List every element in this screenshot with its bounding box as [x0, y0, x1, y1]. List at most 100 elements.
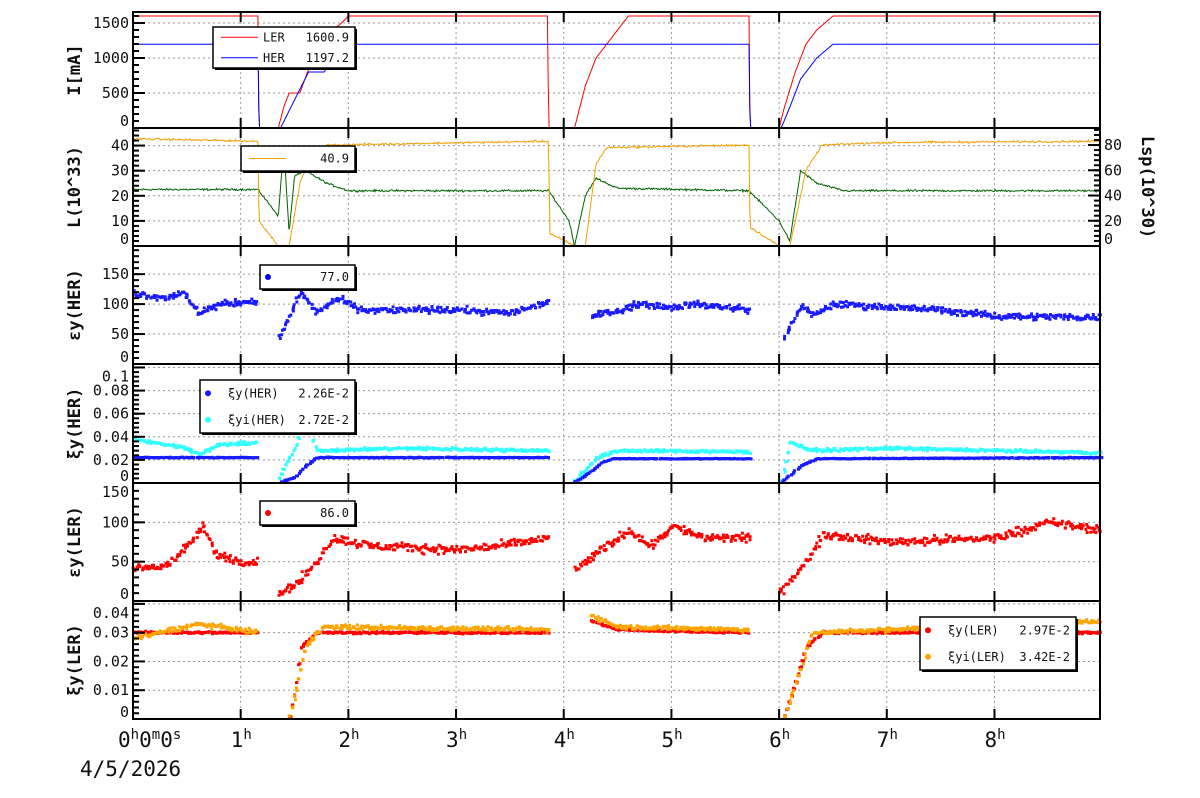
- data-point: [667, 624, 671, 628]
- data-point: [690, 302, 694, 306]
- data-point: [453, 308, 457, 312]
- data-point: [1070, 314, 1074, 318]
- data-point: [477, 456, 481, 460]
- data-point: [810, 552, 814, 556]
- data-point: [435, 631, 439, 635]
- data-point: [181, 627, 185, 631]
- data-point: [1055, 456, 1059, 460]
- data-point: [979, 310, 983, 314]
- data-point: [1034, 456, 1038, 460]
- data-point: [916, 625, 920, 629]
- data-point: [594, 313, 598, 317]
- data-point: [1010, 313, 1014, 317]
- data-point: [650, 539, 654, 543]
- data-point: [983, 313, 987, 317]
- data-point: [616, 536, 620, 540]
- data-point: [578, 477, 582, 481]
- data-point: [1019, 317, 1023, 321]
- data-point: [134, 293, 138, 297]
- data-point: [226, 442, 230, 446]
- data-point: [647, 457, 651, 461]
- data-point: [375, 309, 379, 313]
- data-point: [252, 562, 256, 566]
- data-point: [992, 540, 996, 544]
- data-point: [351, 456, 354, 459]
- data-point: [710, 303, 714, 306]
- data-point: [432, 547, 436, 551]
- data-point: [285, 586, 289, 589]
- data-point: [654, 457, 658, 461]
- data-point: [1053, 456, 1057, 460]
- data-point: [1033, 315, 1037, 319]
- data-point: [292, 303, 296, 307]
- data-point: [300, 581, 304, 585]
- data-point: [189, 541, 193, 545]
- data-point: [1099, 451, 1103, 455]
- data-point: [838, 537, 842, 541]
- data-point: [228, 441, 232, 445]
- data-point: [901, 628, 905, 632]
- data-point: [1056, 524, 1060, 528]
- data-point: [153, 456, 157, 460]
- data-point: [516, 309, 520, 313]
- data-point: [867, 629, 871, 633]
- data-point: [425, 546, 429, 550]
- data-point: [356, 631, 360, 635]
- data-point: [542, 448, 546, 452]
- data-point: [793, 317, 797, 321]
- data-point: [374, 626, 378, 629]
- data-point: [1034, 448, 1038, 452]
- data-point: [344, 543, 348, 546]
- data-point: [943, 538, 947, 542]
- data-point: [345, 456, 349, 460]
- data-point: [588, 560, 592, 564]
- data-point: [744, 310, 748, 313]
- data-point: [546, 456, 550, 460]
- data-point: [840, 628, 844, 632]
- data-point: [486, 629, 490, 633]
- data-point: [727, 630, 731, 633]
- data-point: [348, 630, 352, 634]
- data-point: [1010, 456, 1014, 460]
- data-point: [404, 544, 408, 548]
- data-point: [365, 624, 369, 628]
- data-point: [320, 456, 323, 460]
- data-point: [854, 302, 858, 306]
- data-point: [1057, 450, 1061, 454]
- data-point: [158, 629, 162, 633]
- data-point: [157, 441, 161, 445]
- data-point: [403, 446, 407, 450]
- data-point: [1090, 621, 1094, 625]
- data-point: [391, 305, 395, 309]
- data-point: [1014, 534, 1018, 538]
- data-point: [439, 305, 443, 309]
- data-point: [443, 628, 447, 632]
- data-point: [327, 544, 331, 548]
- data-point: [309, 461, 312, 465]
- data-point: [686, 629, 690, 633]
- data-point: [430, 305, 434, 308]
- data-point: [217, 444, 221, 447]
- data-point: [672, 307, 676, 311]
- data-point: [378, 456, 382, 460]
- data-point: [835, 303, 839, 306]
- data-point: [295, 300, 299, 304]
- data-point: [818, 448, 822, 452]
- data-point: [628, 531, 631, 535]
- data-point: [471, 447, 475, 451]
- data-point: [848, 628, 852, 632]
- data-point: [901, 457, 904, 460]
- data-point: [834, 531, 838, 535]
- data-point: [182, 445, 186, 449]
- data-point: [591, 314, 595, 318]
- data-point: [197, 623, 201, 627]
- data-point: [497, 311, 501, 315]
- data-point: [898, 629, 902, 633]
- data-point: [628, 303, 632, 307]
- data-point: [602, 310, 606, 314]
- data-point: [342, 536, 346, 540]
- data-point: [827, 447, 831, 451]
- data-point: [335, 624, 339, 628]
- data-point: [1054, 313, 1058, 317]
- data-point: [1094, 316, 1098, 319]
